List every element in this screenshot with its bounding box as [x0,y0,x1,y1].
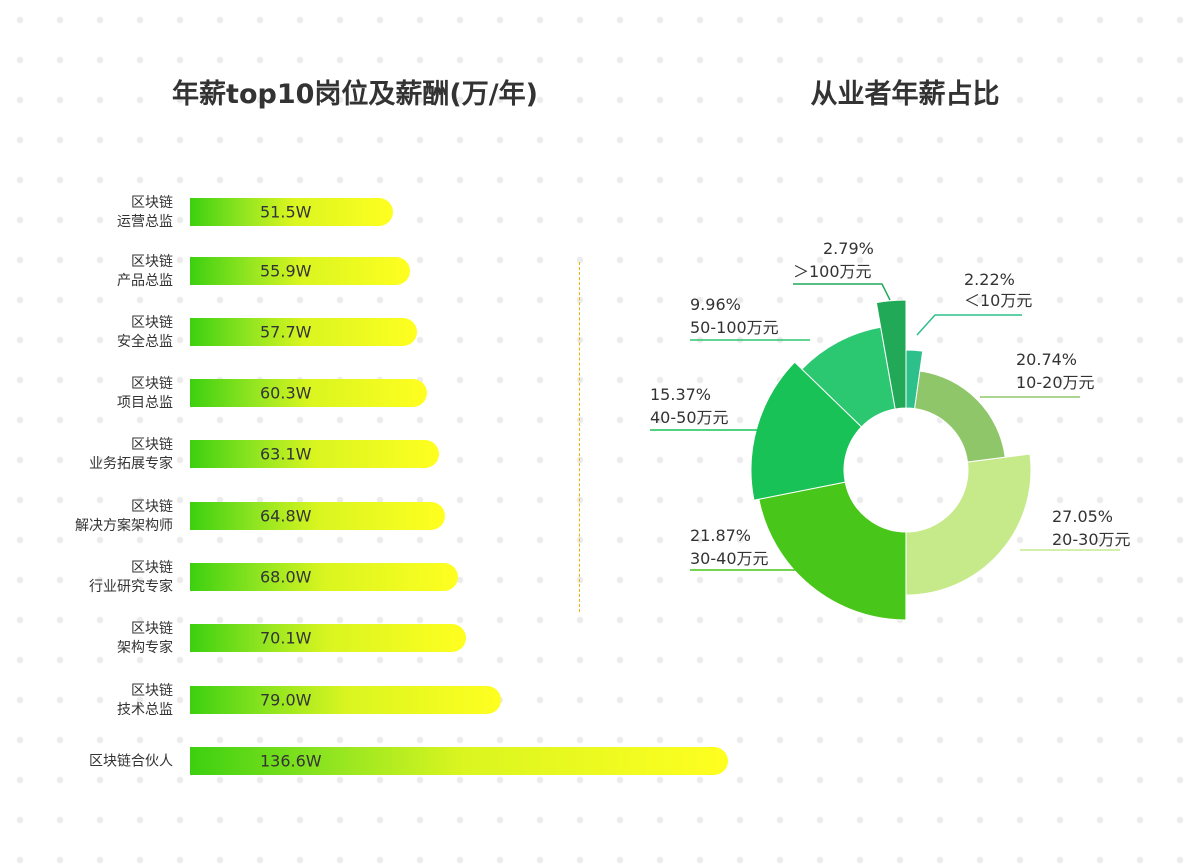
bar-category-label: 区块链技术总监 [3,682,173,720]
pie-slice [905,453,1032,596]
pie-percent-label: 21.87% [690,526,751,545]
bar: 68.0W [190,563,458,591]
bar-category-label: 区块链项目总监 [3,375,173,413]
bar-category-line: 架构专家 [117,640,173,656]
bar-category-line: 区块链 [131,560,173,576]
bar-category-line: 运营总监 [117,214,173,230]
donut-chart-title: 从业者年薪占比 [810,79,1000,110]
pie-category-label: 20-30万元 [1052,530,1131,549]
bar-row: 区块链安全总监 57.7W [0,315,760,350]
pie-leader-line [793,283,891,301]
bar-category-label: 区块链解决方案架构师 [3,498,173,536]
bar-category-line: 区块链 [131,621,173,637]
pie-slice [750,361,863,501]
bar: 64.8W [190,502,445,530]
bar-value-label: 55.9W [260,261,312,281]
bar: 51.5W [190,198,393,226]
bar-category-line: 产品总监 [117,273,173,289]
bar-category-line: 区块链 [131,499,173,515]
bar-value-label: 57.7W [260,322,312,342]
bar-category-line: 区块链 [131,437,173,453]
bar-value-label: 68.0W [260,567,312,587]
bar-category-line: 区块链 [131,195,173,211]
bar-row: 区块链业务拓展专家 63.1W [0,437,760,472]
bar-category-label: 区块链架构专家 [3,620,173,658]
pie-category-label: 50-100万元 [690,318,779,337]
bar-value-label: 64.8W [260,506,312,526]
pie-percent-label: 9.96% [690,295,741,314]
pie-percent-label: 20.74% [1016,350,1077,369]
bar: 63.1W [190,440,439,468]
pie-slice [758,481,907,621]
bar-value-label: 136.6W [260,751,322,771]
bar: 60.3W [190,379,427,407]
bar-category-line: 技术总监 [117,702,173,718]
bar-category-line: 行业研究专家 [89,579,173,595]
divider [579,262,580,612]
pie-category-label: ＞100万元 [793,262,872,281]
bar-chart-title: 年薪top10岗位及薪酬(万/年) [172,79,538,110]
bar: 70.1W [190,624,466,652]
bar-category-label: 区块链运营总监 [3,194,173,232]
bar-row: 区块链项目总监 60.3W [0,376,760,411]
bar-category-label: 区块链产品总监 [3,253,173,291]
bar-row: 区块链技术总监 79.0W [0,683,760,718]
bar: 55.9W [190,257,410,285]
bar-row: 区块链解决方案架构师 64.8W [0,499,760,534]
pie-percent-label: 27.05% [1052,507,1113,526]
bar-category-label: 区块链安全总监 [3,314,173,352]
bar-value-label: 79.0W [260,690,312,710]
bar-value-label: 63.1W [260,444,312,464]
pie-category-label: 30-40万元 [690,549,769,568]
bar-category-line: 区块链 [131,315,173,331]
bar-row: 区块链产品总监 55.9W [0,254,760,289]
bar-category-label: 区块链业务拓展专家 [3,436,173,474]
bar-value-label: 60.3W [260,383,312,403]
bar-category-line: 解决方案架构师 [75,518,173,534]
bar: 136.6W [190,747,728,775]
bar-value-label: 70.1W [260,628,312,648]
bar-row: 区块链合伙人 136.6W [0,747,760,777]
bar-row: 区块链运营总监 51.5W [0,195,760,230]
pie-category-label: 40-50万元 [650,408,729,427]
bar-category-line: 区块链合伙人 [89,753,173,770]
pie-percent-label: 2.79% [823,239,874,258]
bar-category-label: 区块链合伙人 [3,753,173,772]
pie-category-label: ＜10万元 [964,291,1032,310]
pie-percent-label: 2.22% [964,270,1015,289]
bar-category-line: 项目总监 [117,395,173,411]
pie-category-label: 10-20万元 [1016,373,1095,392]
bar-category-label: 区块链行业研究专家 [3,559,173,597]
bar-category-line: 业务拓展专家 [89,456,173,472]
bar-value-label: 51.5W [260,202,312,222]
bar-row: 区块链架构专家 70.1W [0,621,760,656]
bar-category-line: 区块链 [131,683,173,699]
donut-chart: 2.22% ＜10万元 20.74% 10-20万元 27.05% 20-30万元 21.8… [650,239,1131,621]
pie-slice [875,299,907,410]
pie-slice [914,370,1006,463]
bar-row: 区块链行业研究专家 68.0W [0,560,760,595]
bar-category-line: 区块链 [131,376,173,392]
bar: 79.0W [190,686,501,714]
bar-category-line: 区块链 [131,254,173,270]
pie-percent-label: 15.37% [650,385,711,404]
pie-leader-line [916,314,1022,336]
bar-category-line: 安全总监 [117,334,173,350]
bar: 57.7W [190,318,417,346]
